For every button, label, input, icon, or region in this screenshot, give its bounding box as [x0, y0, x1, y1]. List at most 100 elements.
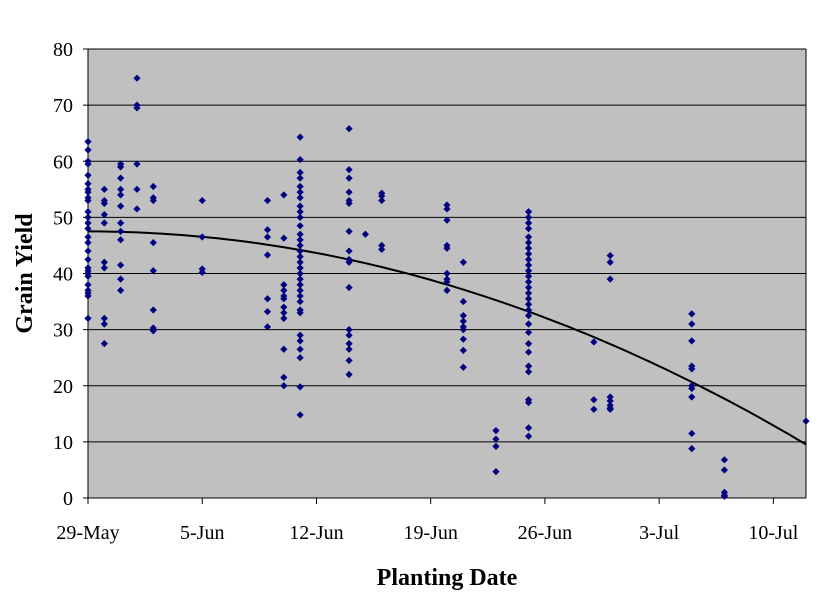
y-tick-label: 50	[53, 207, 73, 229]
data-point	[280, 373, 288, 381]
data-point	[117, 286, 125, 294]
data-point	[443, 244, 451, 252]
data-point	[100, 199, 108, 207]
data-point	[345, 258, 353, 266]
data-point	[378, 192, 386, 200]
data-point	[345, 125, 353, 133]
data-point	[84, 233, 92, 241]
data-point	[590, 396, 598, 404]
data-point	[117, 219, 125, 227]
data-point	[100, 314, 108, 322]
data-point	[443, 216, 451, 224]
data-point	[296, 286, 304, 294]
data-point	[590, 338, 598, 346]
data-point	[720, 466, 729, 474]
data-point	[443, 278, 451, 286]
data-point	[459, 317, 467, 325]
data-point	[296, 383, 304, 391]
data-point	[84, 281, 92, 289]
data-point	[524, 255, 533, 264]
data-point	[133, 205, 141, 213]
data-point	[198, 268, 206, 276]
data-point	[296, 411, 304, 419]
data-point	[296, 222, 304, 230]
data-point	[590, 405, 598, 413]
data-point	[117, 191, 125, 199]
data-point	[133, 74, 141, 82]
data-point	[263, 233, 272, 241]
data-point	[720, 492, 729, 500]
data-point	[117, 163, 125, 171]
x-tick-label: 3-Jul	[639, 522, 679, 544]
data-point	[296, 188, 304, 196]
data-point	[443, 201, 451, 209]
data-point	[296, 297, 304, 306]
data-point	[459, 297, 467, 306]
data-point	[524, 368, 533, 376]
data-point	[345, 247, 353, 255]
data-point	[84, 292, 92, 300]
data-point	[296, 213, 304, 221]
data-point	[84, 314, 92, 322]
data-point	[524, 311, 533, 320]
x-tick-label: 5-Jun	[180, 522, 224, 544]
data-point	[296, 354, 304, 362]
data-point	[296, 174, 304, 182]
data-point	[378, 241, 386, 250]
data-point	[443, 269, 451, 278]
data-point	[606, 251, 614, 260]
y-tick-label: 20	[53, 376, 73, 398]
data-point	[280, 309, 288, 317]
x-tick-label: 12-Jun	[289, 522, 343, 544]
data-point	[280, 303, 288, 311]
data-point	[296, 292, 304, 300]
data-point	[688, 365, 696, 373]
data-point	[492, 468, 500, 476]
data-point	[149, 306, 157, 314]
data-point	[524, 432, 533, 440]
data-point	[524, 283, 533, 292]
data-point	[524, 424, 533, 432]
data-point	[296, 241, 304, 250]
data-point	[459, 326, 467, 334]
data-point	[117, 261, 125, 269]
data-point	[84, 171, 92, 179]
data-point	[263, 196, 272, 205]
data-point	[459, 311, 467, 320]
data-points	[84, 74, 810, 500]
data-point	[345, 356, 353, 365]
data-point	[117, 202, 125, 210]
data-point	[720, 456, 729, 464]
data-point	[345, 370, 353, 379]
data-point	[117, 174, 125, 182]
data-point	[149, 196, 157, 205]
data-point	[345, 340, 353, 348]
data-point	[296, 155, 304, 164]
data-point	[524, 328, 533, 337]
data-point	[802, 417, 810, 425]
data-point	[133, 185, 141, 193]
data-point	[263, 323, 272, 331]
data-point	[296, 275, 304, 283]
data-point	[198, 233, 206, 241]
data-point	[688, 384, 696, 393]
data-point	[345, 331, 353, 339]
data-point	[84, 146, 92, 154]
data-point	[524, 340, 533, 348]
data-point	[688, 393, 696, 401]
data-point	[296, 168, 304, 177]
data-point	[84, 272, 92, 280]
data-point	[84, 188, 92, 196]
data-point	[296, 253, 304, 261]
data-point	[296, 208, 304, 216]
data-point	[296, 236, 304, 244]
data-point	[524, 289, 533, 297]
data-point	[345, 166, 353, 174]
data-point	[524, 295, 533, 303]
y-axis-title: Grain Yield	[12, 213, 38, 334]
x-tick-labels: 29-May 5-Jun 12-Jun 19-Jun 26-Jun 3-Jul 10-Jul	[56, 522, 798, 544]
data-point	[280, 314, 288, 322]
data-point	[524, 306, 533, 314]
data-point	[280, 286, 288, 294]
